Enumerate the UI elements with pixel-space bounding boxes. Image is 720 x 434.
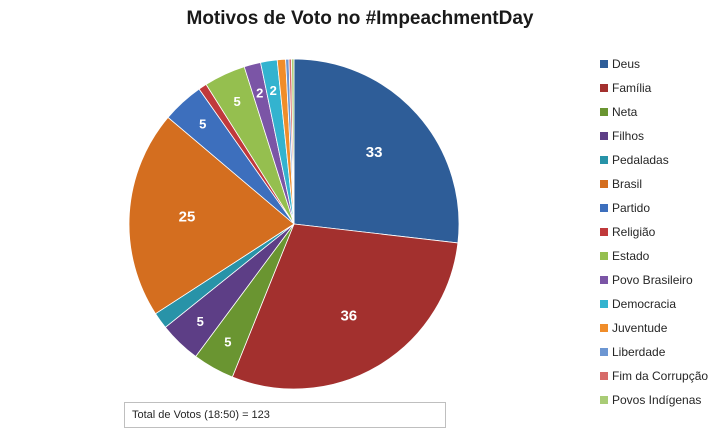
- legend-swatch: [600, 300, 608, 308]
- chart-title: Motivos de Voto no #ImpeachmentDay: [186, 8, 534, 29]
- legend-swatch: [600, 60, 608, 68]
- legend-swatch: [600, 324, 608, 332]
- slice-label-9: 2: [256, 86, 263, 101]
- legend-swatch: [600, 396, 608, 404]
- legend-label: Povos Indígenas: [612, 393, 702, 407]
- legend-label: Fim da Corrupção: [612, 369, 709, 383]
- legend-swatch: [600, 84, 608, 92]
- legend-label: Partido: [612, 201, 651, 215]
- legend-label: Filhos: [612, 129, 645, 143]
- pie-slice-0: [293, 58, 460, 244]
- legend-swatch: [600, 108, 608, 116]
- pie-slice-14: [291, 58, 295, 225]
- legend-swatch: [600, 228, 608, 236]
- legend-label: Religião: [612, 225, 656, 239]
- legend-swatch: [600, 180, 608, 188]
- slice-label-8: 5: [233, 94, 240, 109]
- legend-label: Povo Brasileiro: [612, 273, 693, 287]
- legend-swatch: [600, 348, 608, 356]
- legend-swatch: [600, 372, 608, 380]
- legend-label: Democracia: [612, 297, 677, 311]
- slice-label-1: 36: [340, 308, 357, 325]
- legend-label: Juventude: [612, 321, 668, 335]
- slice-label-5: 25: [179, 209, 196, 226]
- pie-slice-1: [231, 223, 459, 390]
- legend-swatch: [600, 252, 608, 260]
- legend-swatch: [600, 276, 608, 284]
- legend-label: Deus: [612, 57, 641, 71]
- legend-label: Liberdade: [612, 345, 666, 359]
- legend-swatch: [600, 204, 608, 212]
- total-votes-note: Total de Votos (18:50) = 123: [124, 402, 446, 428]
- pie-slice-5: [128, 116, 295, 315]
- legend-label: Estado: [612, 249, 650, 263]
- legend-swatch: [600, 132, 608, 140]
- slice-label-2: 5: [224, 335, 231, 350]
- legend-label: Neta: [612, 105, 638, 119]
- legend-label: Brasil: [612, 177, 643, 191]
- slice-label-0: 33: [366, 144, 383, 161]
- slice-label-10: 2: [270, 83, 277, 98]
- legend-label: Pedaladas: [612, 153, 669, 167]
- slice-label-6: 5: [199, 117, 206, 132]
- legend-label: Família: [612, 81, 652, 95]
- legend-swatch: [600, 156, 608, 164]
- slice-label-3: 5: [197, 314, 204, 329]
